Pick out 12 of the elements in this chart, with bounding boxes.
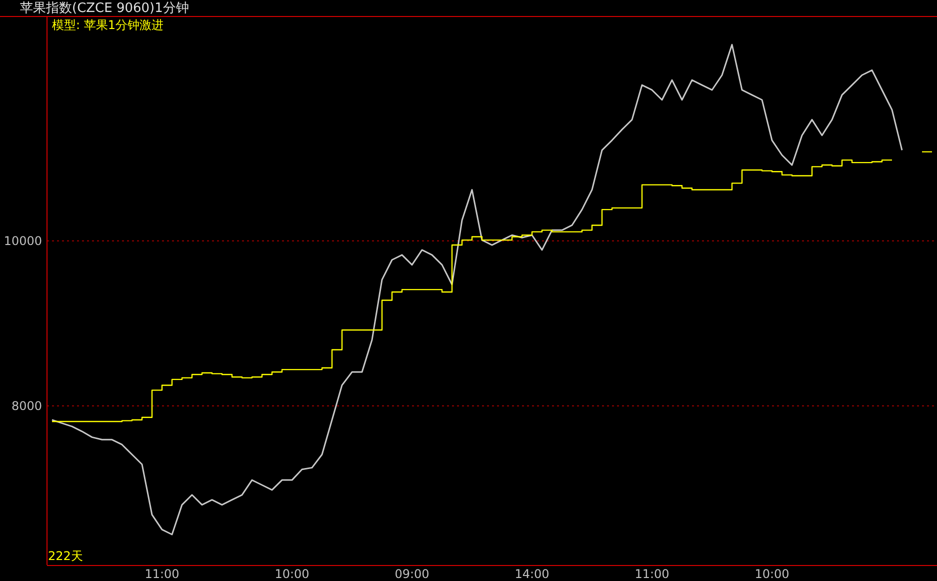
y-tick-label: 8000 (11, 398, 42, 413)
annotation: 222天 (48, 549, 83, 563)
x-tick-label: 11:00 (634, 567, 670, 581)
x-tick-label: 10:00 (274, 567, 310, 581)
chart-subtitle: 模型: 苹果1分钟激进 (52, 18, 164, 32)
y-tick-label: 10000 (4, 234, 42, 248)
x-tick-label: 11:00 (144, 567, 180, 581)
x-tick-label: 10:00 (754, 567, 790, 581)
x-tick-label: 14:00 (514, 567, 550, 581)
chart-title: 苹果指数(CZCE 9060)1分钟 (20, 1, 189, 16)
x-tick-label: 09:00 (394, 567, 430, 581)
line-series (51, 44, 903, 536)
